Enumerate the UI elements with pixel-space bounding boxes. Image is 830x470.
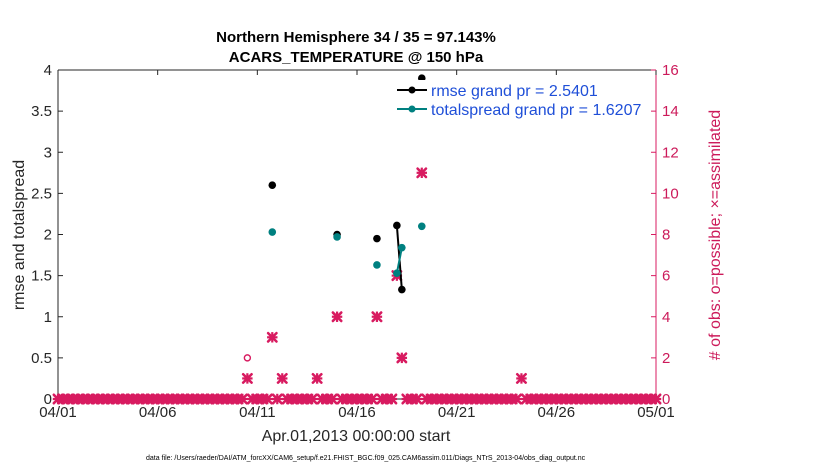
obs-possible bbox=[243, 354, 252, 362]
spread-line bbox=[395, 247, 403, 274]
obs-assimilated bbox=[331, 311, 343, 323]
data-marks bbox=[52, 74, 662, 405]
obs-assimilated-zero bbox=[261, 393, 273, 405]
legend-rmse-label: rmse grand pr = 2.5401 bbox=[431, 83, 598, 100]
obs-assimilated bbox=[241, 372, 253, 384]
obs-assimilated-zero bbox=[326, 393, 338, 405]
y-tick-label-left: 0.5 bbox=[31, 350, 52, 367]
obs-assimilated bbox=[311, 372, 323, 384]
x-tick-label: 04/11 bbox=[239, 404, 275, 421]
y-tick-label-right: 0 bbox=[662, 391, 670, 408]
y-tick-label-left: 1 bbox=[44, 309, 52, 326]
y-tick-label-left: 2 bbox=[44, 227, 52, 244]
y-tick-label-right: 4 bbox=[662, 309, 670, 326]
obs-assimilated bbox=[416, 167, 428, 179]
y-tick-label-left: 1.5 bbox=[31, 268, 52, 285]
obs-assimilated-zero bbox=[650, 393, 662, 405]
obs-assimilated-zero bbox=[366, 393, 378, 405]
y-tick-label-right: 12 bbox=[662, 144, 679, 161]
x-axis-label: Apr.01,2013 00:00:00 start bbox=[262, 428, 451, 445]
y-axis-label-left: rmse and totalspread bbox=[11, 160, 28, 310]
obs-assimilated-zero bbox=[306, 393, 318, 405]
axes-frame bbox=[57, 69, 657, 400]
y-axis-label-right: # of obs: o=possible; ×=assimilated bbox=[707, 110, 724, 360]
obs-assimilated bbox=[515, 372, 527, 384]
x-tick-label: 04/06 bbox=[139, 404, 177, 421]
plot-area bbox=[58, 70, 656, 399]
obs-assimilated bbox=[266, 331, 278, 343]
chart-title-line2: ACARS_TEMPERATURE @ 150 hPa bbox=[229, 49, 484, 66]
y-tick-label-left: 0 bbox=[44, 391, 52, 408]
rmse-point bbox=[393, 221, 401, 230]
spread-point bbox=[373, 261, 381, 269]
rmse-point bbox=[373, 234, 381, 243]
legend-rmse-marker bbox=[408, 86, 416, 94]
spread-point bbox=[333, 233, 341, 241]
y-tick-label-right: 6 bbox=[662, 268, 670, 285]
axis-ticks: 04/01 04/06 04/11 04/16 04/21 04/26 05/0100.51… bbox=[31, 62, 679, 421]
obs-assimilated-zero bbox=[271, 393, 283, 405]
x-tick-label: 04/16 bbox=[338, 404, 376, 421]
y-tick-label-left: 2.5 bbox=[31, 185, 52, 202]
x-tick-label: 05/01 bbox=[637, 404, 675, 421]
legend-spread-label: totalspread grand pr = 1.6207 bbox=[431, 102, 641, 119]
x-tick-label: 04/21 bbox=[438, 404, 476, 421]
obs-assimilated-zero bbox=[510, 393, 522, 405]
spread-point bbox=[268, 228, 277, 236]
y-tick-label-left: 3.5 bbox=[31, 103, 52, 120]
y-tick-label-left: 4 bbox=[44, 62, 52, 79]
obs-assimilated-zero bbox=[386, 393, 398, 405]
x-tick-label: 04/01 bbox=[39, 404, 77, 421]
obs-assimilated bbox=[276, 372, 288, 384]
y-tick-label-right: 8 bbox=[662, 227, 670, 244]
y-tick-label-left: 3 bbox=[44, 144, 52, 161]
chart-title-line1: Northern Hemisphere 34 / 35 = 97.143% bbox=[216, 29, 496, 46]
y-tick-label-right: 2 bbox=[662, 350, 670, 367]
data-file-footnote: data file: /Users/raeder/DAI/ATM_forcXX/… bbox=[146, 455, 586, 462]
obs-assimilated bbox=[371, 311, 383, 323]
obs-assimilated-zero bbox=[236, 393, 248, 405]
x-tick-label: 04/26 bbox=[538, 404, 576, 421]
spread-point bbox=[417, 222, 426, 231]
y-tick-label-right: 14 bbox=[662, 103, 679, 120]
legend: rmse grand pr = 2.5401 totalspread grand… bbox=[393, 80, 646, 120]
spread-point bbox=[393, 269, 401, 277]
legend-box bbox=[393, 80, 646, 120]
y-tick-label-right: 10 bbox=[662, 185, 679, 202]
obs-assimilated bbox=[396, 352, 408, 364]
rmse-point bbox=[268, 181, 277, 189]
obs-assimilated-zero bbox=[411, 393, 423, 405]
rmse-point bbox=[398, 285, 406, 294]
legend-spread-marker bbox=[408, 105, 416, 113]
spread-point bbox=[398, 243, 406, 252]
y-tick-label-right: 16 bbox=[662, 62, 679, 79]
